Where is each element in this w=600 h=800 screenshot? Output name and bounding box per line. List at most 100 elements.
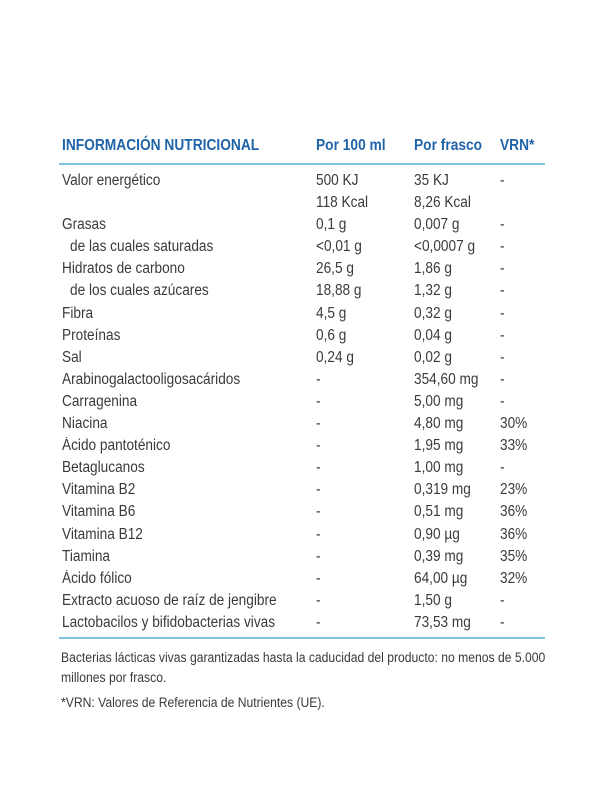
nutrient-name: Vitamina B6 [62,503,136,521]
table-header: INFORMACIÓN NUTRICIONAL Por 100 ml Por f… [59,131,545,165]
table-row: Betaglucanos - 1,00 mg - [59,457,545,479]
table-row: Vitamina B2 - 0,319 mg 23% [59,479,545,501]
value-vrn: - [500,260,505,278]
value-per-100ml: 0,6 g [316,326,347,344]
value-per-100ml: - [316,503,321,521]
value-per-100ml: 4,5 g [316,304,347,322]
value-per-100ml: - [316,437,321,455]
value-per-bottle: 0,04 g [414,326,452,344]
value-vrn: - [500,172,505,189]
value-per-bottle: 1,50 g [414,591,452,609]
value-per-bottle: 0,39 mg [414,547,464,565]
value-vrn: 36% [500,503,528,521]
nutrient-name: Grasas [62,216,106,234]
value-vrn: 33% [500,437,528,455]
nutrient-name: Niacina [62,415,108,433]
value-per-bottle: 1,95 mg [414,437,464,455]
value-per-bottle-kj: 35 KJ [414,172,449,189]
value-per-100ml: 18,88 g [316,282,362,300]
value-per-100ml: 500 KJ 118 Kcal [316,170,368,214]
value-per-bottle: 5,00 mg [414,392,464,410]
table-row: Valor energético 500 KJ 118 Kcal 35 KJ 8… [59,170,545,214]
table-row: Proteínas 0,6 g 0,04 g - [59,325,545,347]
value-vrn: - [500,348,505,366]
value-per-100ml: - [316,415,321,433]
table-row: de las cuales saturadas <0,01 g <0,0007 … [59,236,545,258]
value-per-bottle: 1,32 g [414,282,452,300]
value-per-bottle: 0,32 g [414,304,452,322]
table-bottom-rule [59,636,545,639]
table-row: Vitamina B12 - 0,90 µg 36% [59,524,545,546]
table-row: Grasas 0,1 g 0,007 g - [59,214,545,236]
nutrient-name: Arabinogalactooligosacáridos [62,370,241,388]
value-per-bottle: 354,60 mg [414,370,479,388]
table-body: Valor energético 500 KJ 118 Kcal 35 KJ 8… [59,165,545,634]
header-per-bottle: Por frasco [414,137,483,154]
value-vrn: - [500,591,505,609]
value-per-bottle: 1,00 mg [414,459,464,477]
value-per-100ml-kj: 500 KJ [316,172,359,189]
value-per-bottle: 64,00 µg [414,569,468,587]
nutrient-name: de los cuales azúcares [70,282,209,300]
value-vrn: - [500,326,505,344]
table-row: Ácido fólico - 64,00 µg 32% [59,568,545,590]
value-vrn: - [500,392,505,410]
table-row: Hidratos de carbono 26,5 g 1,86 g - [59,258,545,280]
nutrient-name: Vitamina B2 [62,481,136,499]
value-vrn: 36% [500,525,528,543]
value-vrn: - [500,370,505,388]
nutrient-name: Vitamina B12 [62,525,143,543]
value-per-bottle: 0,51 mg [414,503,464,521]
bacteria-note: Bacterias lácticas vivas garantizadas ha… [61,649,546,685]
header-per-100ml: Por 100 ml [316,137,386,154]
nutrition-table: INFORMACIÓN NUTRICIONAL Por 100 ml Por f… [59,131,545,713]
table-row: Extracto acuoso de raíz de jengibre - 1,… [59,590,545,612]
value-vrn: - [500,238,505,256]
table-row: Ácido pantoténico - 1,95 mg 33% [59,435,545,457]
value-per-100ml: - [316,569,321,587]
nutrient-name: Proteínas [62,326,121,344]
value-vrn: 32% [500,569,528,587]
value-vrn: - [500,282,505,300]
value-per-100ml: - [316,591,321,609]
header-nutrition-info: INFORMACIÓN NUTRICIONAL [62,137,260,154]
nutrient-name: Fibra [62,304,94,322]
table-row: Sal 0,24 g 0,02 g - [59,347,545,369]
value-per-bottle: 0,007 g [414,216,460,234]
nutrient-name: Ácido pantoténico [62,437,171,455]
nutrient-name: Valor energético [62,172,161,189]
nutrient-name: Carragenina [62,392,138,410]
value-per-100ml-kcal: 118 Kcal [316,194,369,211]
value-vrn: 35% [500,547,528,565]
value-per-100ml: 0,1 g [316,216,347,234]
nutrient-name: Extracto acuoso de raíz de jengibre [62,591,277,609]
nutrient-name: de las cuales saturadas [70,238,214,256]
nutrient-name: Sal [62,348,82,366]
value-vrn: - [500,459,505,477]
nutrient-name: Tiamina [62,547,111,565]
footnotes: Bacterias lácticas vivas garantizadas ha… [59,639,545,713]
value-per-bottle: 0,90 µg [414,525,460,543]
value-vrn: 23% [500,481,528,499]
value-per-100ml: - [316,392,321,410]
table-row: Tiamina - 0,39 mg 35% [59,546,545,568]
value-per-100ml: 26,5 g [316,260,354,278]
nutrient-name: Betaglucanos [62,459,145,477]
table-row: de los cuales azúcares 18,88 g 1,32 g - [59,280,545,302]
value-vrn: 30% [500,415,528,433]
value-per-100ml: - [316,613,321,631]
value-per-bottle: 1,86 g [414,260,452,278]
value-vrn: - [500,613,505,631]
nutrient-name: Hidratos de carbono [62,260,185,278]
table-row: Lactobacilos y bifidobacterias vivas - 7… [59,612,545,634]
value-per-bottle: 0,02 g [414,348,452,366]
table-row: Carragenina - 5,00 mg - [59,391,545,413]
value-per-bottle: 35 KJ 8,26 Kcal [414,170,471,214]
value-per-100ml: - [316,459,321,477]
value-per-100ml: - [316,547,321,565]
value-per-100ml: - [316,481,321,499]
value-per-bottle: 0,319 mg [414,481,471,499]
value-per-100ml: - [316,525,321,543]
nutrient-name: Ácido fólico [62,569,132,587]
value-per-100ml: - [316,370,321,388]
